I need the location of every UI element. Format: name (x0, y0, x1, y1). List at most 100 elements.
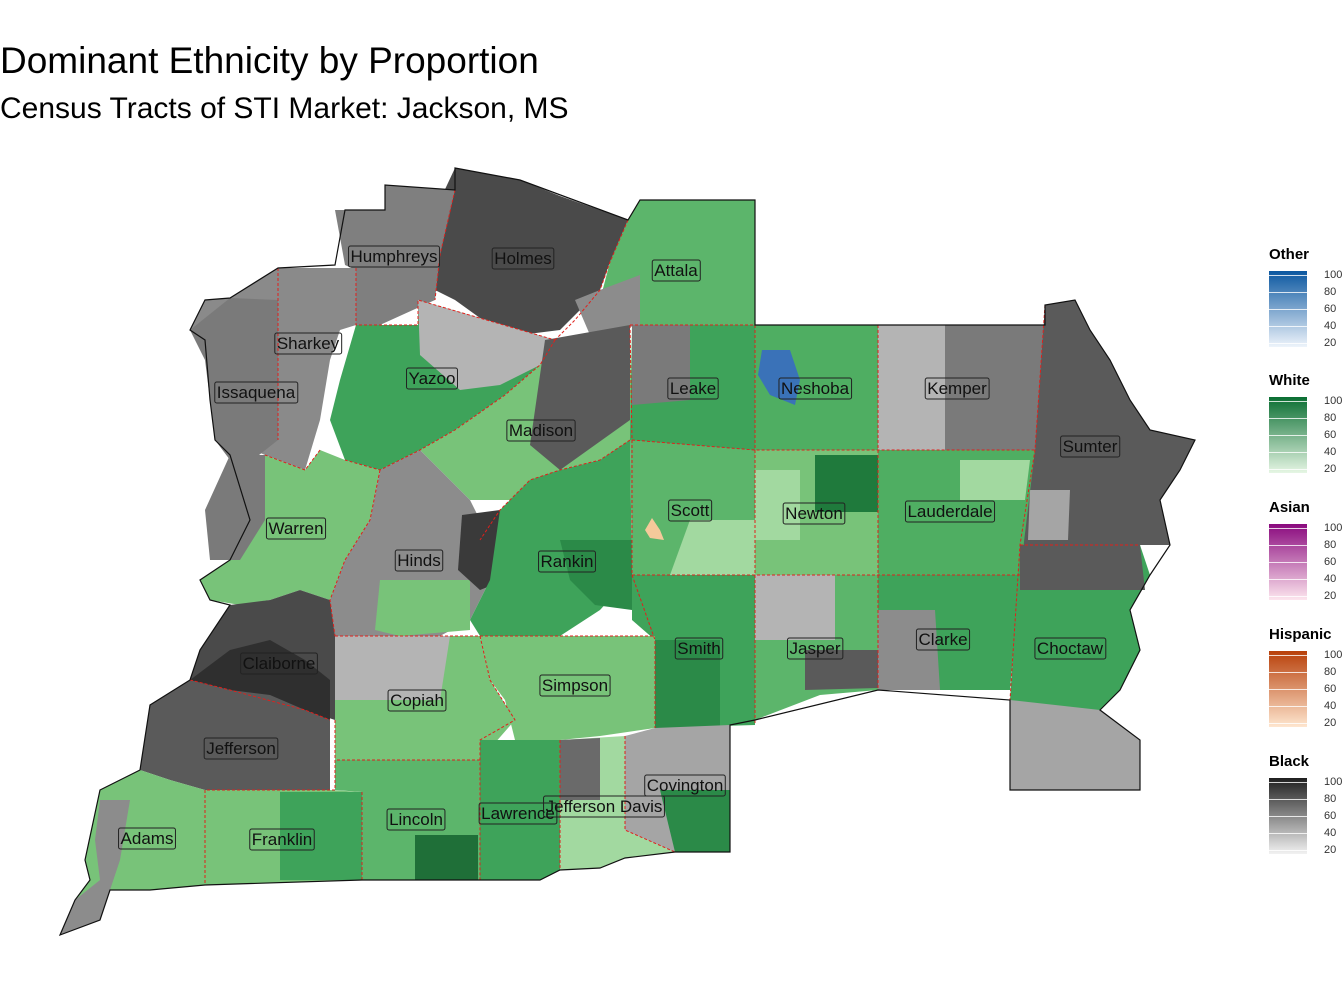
tract-region-kemper-dark (945, 325, 1045, 450)
legend-tick (1269, 816, 1307, 817)
county-label: Hinds (394, 549, 444, 572)
county-name: Sharkey (277, 334, 340, 353)
legend-title: Asian (1269, 499, 1310, 516)
choropleth-map: Humphreys Holmes Attala Sharkey Yazoo Issaque… (58, 167, 1196, 937)
county-label: Jefferson (203, 737, 279, 760)
tract-region-lauderdale-pale (960, 460, 1030, 500)
county-label-box (543, 795, 665, 818)
tract-region-newton-dark (815, 455, 878, 512)
tract-region-leake-grey (632, 325, 690, 405)
county-label: Humphreys (348, 245, 440, 268)
county-name: Issaquena (217, 383, 296, 402)
tract-region-warren-grey (205, 455, 265, 560)
county-label: Rankin (538, 550, 596, 573)
legend-tick-label: 20 (1324, 463, 1337, 475)
county-label-box (406, 367, 458, 390)
legend-tick (1269, 579, 1307, 580)
county-name: Holmes (494, 249, 552, 268)
legend-tick (1269, 435, 1307, 436)
legend-tick-label: 40 (1324, 446, 1337, 458)
legend-tick-label: 100 (1324, 269, 1343, 281)
county-label: Lincoln (386, 808, 446, 831)
legend-tick-label: 40 (1324, 700, 1337, 712)
county-label-box (668, 499, 713, 522)
tract-region-choctaw-south (1010, 700, 1140, 790)
county-label: Scott (668, 499, 713, 522)
tract-region-smith-dark (655, 640, 720, 728)
county-label: Holmes (491, 247, 555, 270)
county-name: Warren (268, 519, 323, 538)
legend-tick (1269, 401, 1307, 402)
tract-region-lawrence (480, 740, 560, 880)
legend-tick (1269, 528, 1307, 529)
legend-tick (1269, 833, 1307, 834)
county-label-box (249, 828, 315, 851)
legend-tick-label: 40 (1324, 573, 1337, 585)
legend-tick-label: 60 (1324, 556, 1337, 568)
county-label-box (651, 259, 701, 282)
county-label: Claiborne (240, 652, 318, 675)
tract-region-adams-grey (60, 800, 130, 935)
legend-tick-label: 20 (1324, 590, 1337, 602)
county-name: Attala (654, 261, 698, 280)
county-name: Smith (677, 639, 720, 658)
county-name: Rankin (541, 552, 594, 571)
tract-region-franklin-dark (280, 792, 362, 880)
county-name: Lauderdale (907, 502, 992, 521)
county-name: Covington (647, 776, 724, 795)
county-label-box (386, 808, 446, 831)
county-label-box (265, 517, 327, 540)
tract-region-sumter-light (1028, 490, 1070, 540)
county-label-box (478, 802, 558, 825)
legend-tick (1269, 452, 1307, 453)
legend-tick (1269, 850, 1307, 851)
legend-tick-label: 20 (1324, 844, 1337, 856)
legend-tick-label: 80 (1324, 539, 1337, 551)
legend-tick-label: 20 (1324, 717, 1337, 729)
county-label: Lauderdale (904, 500, 996, 523)
legend-tick (1269, 689, 1307, 690)
county-name: Hinds (397, 551, 440, 570)
county-name: Copiah (390, 691, 444, 710)
county-label-box (203, 737, 279, 760)
tract-region-jefferson (140, 680, 330, 790)
county-label: Lawrence (478, 802, 558, 825)
legend-asian: Asian 100 80 60 40 20 (1262, 499, 1344, 602)
legend-tick (1269, 723, 1307, 724)
legend-tick-label: 60 (1324, 810, 1337, 822)
legend-black: Black 100 80 60 40 20 (1262, 753, 1344, 856)
county-label-box (539, 674, 611, 697)
county-name: Leake (670, 379, 716, 398)
tract-region-neshoba-blue (758, 350, 800, 405)
county-label-box (778, 377, 853, 400)
legend-white: White 100 80 60 40 20 (1262, 372, 1344, 475)
county-label: Smith (674, 637, 724, 660)
tract-region-madison-dark (530, 325, 630, 470)
county-label-box (1060, 435, 1121, 458)
county-label: Adams (118, 827, 176, 850)
county-label-box (1034, 637, 1107, 660)
county-label: Sharkey (274, 332, 343, 355)
county-name: Jefferson Davis (546, 797, 663, 816)
legend-title: Other (1269, 246, 1310, 263)
tract-region-choctaw-grey (1020, 545, 1145, 590)
county-label-box (506, 419, 576, 442)
tract-region-claiborne-dark (190, 640, 330, 720)
legend-tick-label: 60 (1324, 683, 1337, 695)
county-label: Leake (667, 377, 719, 400)
legend-tick (1269, 706, 1307, 707)
legend-tick-label: 100 (1324, 776, 1343, 788)
county-label: Sumter (1060, 435, 1121, 458)
county-label-box (924, 377, 990, 400)
legend-tick (1269, 596, 1307, 597)
county-name: Lawrence (481, 804, 555, 823)
legend-tick-label: 60 (1324, 429, 1337, 441)
county-label: Neshoba (778, 377, 853, 400)
tract-region-simpson (480, 636, 655, 740)
legend-tick-label: 20 (1324, 337, 1337, 349)
legend-tick-label: 100 (1324, 395, 1343, 407)
legend-tick (1269, 275, 1307, 276)
tract-region-hinds-green (375, 580, 470, 636)
tract-region-scott-pale (670, 520, 755, 575)
county-labels: Humphreys Holmes Attala Sharkey Yazoo Issaque… (118, 245, 1121, 851)
